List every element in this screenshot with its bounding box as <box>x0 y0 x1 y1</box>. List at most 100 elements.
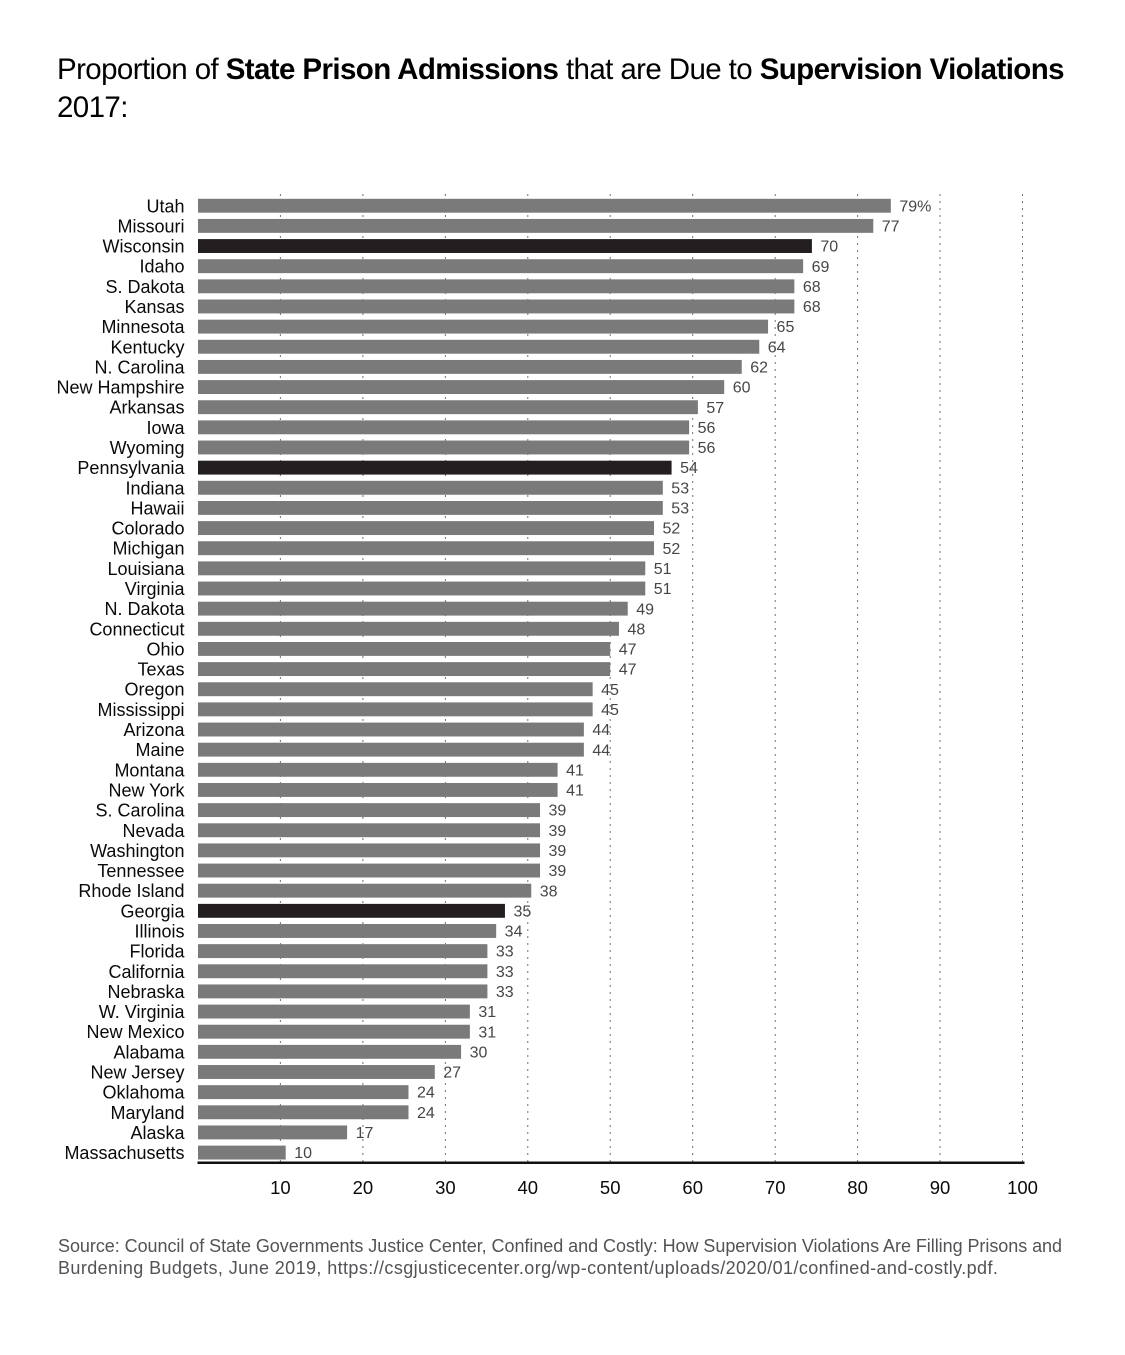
svg-text:Kentucky: Kentucky <box>110 337 184 357</box>
svg-text:17: 17 <box>356 1125 374 1142</box>
svg-text:Florida: Florida <box>129 942 185 962</box>
svg-text:39: 39 <box>549 803 567 820</box>
svg-text:69: 69 <box>812 259 830 276</box>
svg-text:56: 56 <box>698 420 716 437</box>
svg-text:Montana: Montana <box>114 760 185 780</box>
svg-text:Ohio: Ohio <box>146 639 184 659</box>
svg-text:Louisiana: Louisiana <box>107 559 185 579</box>
svg-text:77: 77 <box>882 219 900 236</box>
svg-text:24: 24 <box>417 1085 435 1102</box>
svg-text:Colorado: Colorado <box>111 519 184 539</box>
svg-text:California: California <box>108 962 185 982</box>
svg-text:New Jersey: New Jersey <box>90 1062 184 1082</box>
svg-text:S. Dakota: S. Dakota <box>105 277 185 297</box>
svg-text:44: 44 <box>592 722 610 739</box>
svg-text:Illinois: Illinois <box>134 921 184 941</box>
svg-text:N. Carolina: N. Carolina <box>94 357 185 377</box>
svg-text:68: 68 <box>803 299 821 316</box>
svg-text:Michigan: Michigan <box>112 539 184 559</box>
svg-text:Oklahoma: Oklahoma <box>102 1083 185 1103</box>
svg-text:24: 24 <box>417 1105 435 1122</box>
svg-text:Texas: Texas <box>137 660 184 680</box>
svg-text:70: 70 <box>765 1177 786 1198</box>
svg-text:40: 40 <box>518 1177 539 1198</box>
svg-text:39: 39 <box>549 863 567 880</box>
svg-text:49: 49 <box>636 601 654 618</box>
svg-text:56: 56 <box>698 440 716 457</box>
svg-text:33: 33 <box>496 984 514 1001</box>
svg-text:Missouri: Missouri <box>117 216 184 236</box>
svg-text:Mississippi: Mississippi <box>97 700 184 720</box>
svg-text:New Hampshire: New Hampshire <box>56 378 184 398</box>
svg-text:Iowa: Iowa <box>146 418 185 438</box>
svg-text:90: 90 <box>930 1177 951 1198</box>
svg-text:New Mexico: New Mexico <box>86 1022 184 1042</box>
svg-text:Wyoming: Wyoming <box>110 438 185 458</box>
svg-text:57: 57 <box>706 400 724 417</box>
svg-text:Indiana: Indiana <box>125 478 185 498</box>
svg-text:Washington: Washington <box>90 841 184 861</box>
svg-text:Arkansas: Arkansas <box>109 398 184 418</box>
svg-text:45: 45 <box>601 702 619 719</box>
svg-text:Maryland: Maryland <box>110 1103 184 1123</box>
svg-text:64: 64 <box>768 339 786 356</box>
svg-text:39: 39 <box>549 823 567 840</box>
svg-text:Tennessee: Tennessee <box>97 861 184 881</box>
svg-text:60: 60 <box>733 380 751 397</box>
svg-text:68: 68 <box>803 279 821 296</box>
svg-text:Minnesota: Minnesota <box>101 317 185 337</box>
svg-text:Wisconsin: Wisconsin <box>102 237 184 257</box>
svg-text:Maine: Maine <box>135 740 184 760</box>
svg-text:70: 70 <box>820 239 838 256</box>
svg-text:Utah: Utah <box>146 196 184 216</box>
svg-text:31: 31 <box>478 1004 496 1021</box>
svg-text:10: 10 <box>270 1177 291 1198</box>
svg-text:Nevada: Nevada <box>122 821 185 841</box>
svg-text:48: 48 <box>627 621 645 638</box>
svg-text:34: 34 <box>505 924 523 941</box>
svg-text:100: 100 <box>1007 1177 1038 1198</box>
svg-text:47: 47 <box>619 662 637 679</box>
svg-text:51: 51 <box>654 581 672 598</box>
svg-text:35: 35 <box>513 903 531 920</box>
svg-text:38: 38 <box>540 883 558 900</box>
svg-text:Nebraska: Nebraska <box>107 982 185 1002</box>
svg-text:60: 60 <box>682 1177 703 1198</box>
svg-text:Arizona: Arizona <box>123 720 185 740</box>
svg-text:30: 30 <box>470 1044 488 1061</box>
svg-text:20: 20 <box>353 1177 374 1198</box>
svg-text:41: 41 <box>566 783 584 800</box>
svg-text:54: 54 <box>680 460 698 477</box>
svg-text:52: 52 <box>663 521 681 538</box>
svg-text:New York: New York <box>108 780 185 800</box>
svg-text:47: 47 <box>619 642 637 659</box>
svg-text:53: 53 <box>671 480 689 497</box>
svg-text:79%: 79% <box>899 198 931 215</box>
svg-text:41: 41 <box>566 762 584 779</box>
svg-text:Virginia: Virginia <box>125 579 186 599</box>
svg-text:50: 50 <box>600 1177 621 1198</box>
svg-text:Connecticut: Connecticut <box>89 619 184 639</box>
svg-text:Hawaii: Hawaii <box>130 498 184 518</box>
svg-text:33: 33 <box>496 964 514 981</box>
svg-text:Alaska: Alaska <box>130 1123 185 1143</box>
svg-text:Georgia: Georgia <box>120 901 185 921</box>
svg-text:31: 31 <box>478 1024 496 1041</box>
svg-text:S. Carolina: S. Carolina <box>95 801 185 821</box>
svg-text:33: 33 <box>496 944 514 961</box>
svg-text:10: 10 <box>294 1145 312 1162</box>
svg-text:52: 52 <box>663 541 681 558</box>
svg-text:44: 44 <box>592 742 610 759</box>
svg-text:Pennsylvania: Pennsylvania <box>77 458 185 478</box>
svg-text:62: 62 <box>750 360 768 377</box>
svg-text:Alabama: Alabama <box>113 1042 185 1062</box>
svg-text:53: 53 <box>671 501 689 518</box>
svg-text:65: 65 <box>777 319 795 336</box>
svg-text:Massachusetts: Massachusetts <box>64 1143 184 1163</box>
svg-text:45: 45 <box>601 682 619 699</box>
svg-text:Kansas: Kansas <box>124 297 184 317</box>
svg-text:39: 39 <box>549 843 567 860</box>
svg-text:Idaho: Idaho <box>139 257 184 277</box>
svg-text:30: 30 <box>435 1177 456 1198</box>
svg-text:51: 51 <box>654 561 672 578</box>
